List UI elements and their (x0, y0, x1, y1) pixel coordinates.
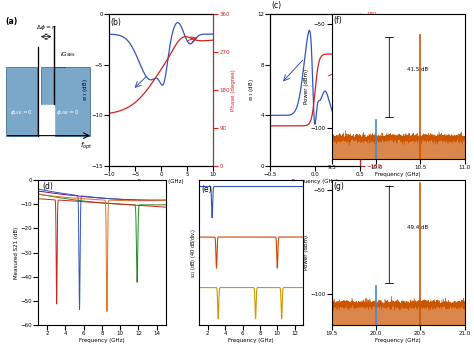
X-axis label: Frequency (GHz): Frequency (GHz) (79, 338, 125, 343)
Text: (g): (g) (334, 182, 345, 191)
X-axis label: Frequency (GHz): Frequency (GHz) (375, 338, 421, 343)
Y-axis label: Power (dBm): Power (dBm) (304, 235, 309, 270)
Text: 49.4 dB: 49.4 dB (407, 225, 428, 230)
Y-axis label: Power (dBm): Power (dBm) (304, 69, 309, 104)
Y-axis label: $s_{21}$ (dB) (40 dB/div.): $s_{21}$ (dB) (40 dB/div.) (189, 227, 198, 278)
Text: $\Delta\phi=\pi$: $\Delta\phi=\pi$ (36, 23, 56, 32)
Y-axis label: Phase (degree): Phase (degree) (383, 69, 388, 111)
Text: (f): (f) (334, 16, 342, 25)
FancyBboxPatch shape (6, 67, 37, 136)
Text: (e): (e) (201, 185, 212, 194)
X-axis label: Frequency (GHz): Frequency (GHz) (228, 338, 274, 343)
Text: (b): (b) (110, 18, 121, 27)
Text: 41.5 dB: 41.5 dB (407, 67, 428, 72)
Y-axis label: Measured S21 (dB): Measured S21 (dB) (14, 226, 18, 279)
Text: $\phi_{LSB}=0$: $\phi_{LSB}=0$ (10, 108, 33, 117)
Text: (a): (a) (6, 17, 18, 26)
Y-axis label: $s_{21}$ (dB): $s_{21}$ (dB) (246, 79, 255, 101)
Text: $IG_{SBS}$: $IG_{SBS}$ (60, 51, 76, 60)
Y-axis label: $s_{21}$ (dB): $s_{21}$ (dB) (81, 79, 90, 101)
Text: (c): (c) (271, 1, 281, 10)
FancyBboxPatch shape (41, 67, 90, 136)
X-axis label: Frequency (GHz): Frequency (GHz) (138, 179, 184, 184)
Text: $f_{opt}$: $f_{opt}$ (81, 140, 93, 152)
Polygon shape (41, 105, 55, 136)
Y-axis label: Phase (degree): Phase (degree) (231, 69, 237, 111)
Text: $\phi_{USB}=0$: $\phi_{USB}=0$ (56, 108, 80, 117)
Text: (d): (d) (43, 182, 54, 191)
X-axis label: Frequency (GHz): Frequency (GHz) (292, 179, 338, 184)
X-axis label: Frequency (GHz): Frequency (GHz) (375, 172, 421, 177)
